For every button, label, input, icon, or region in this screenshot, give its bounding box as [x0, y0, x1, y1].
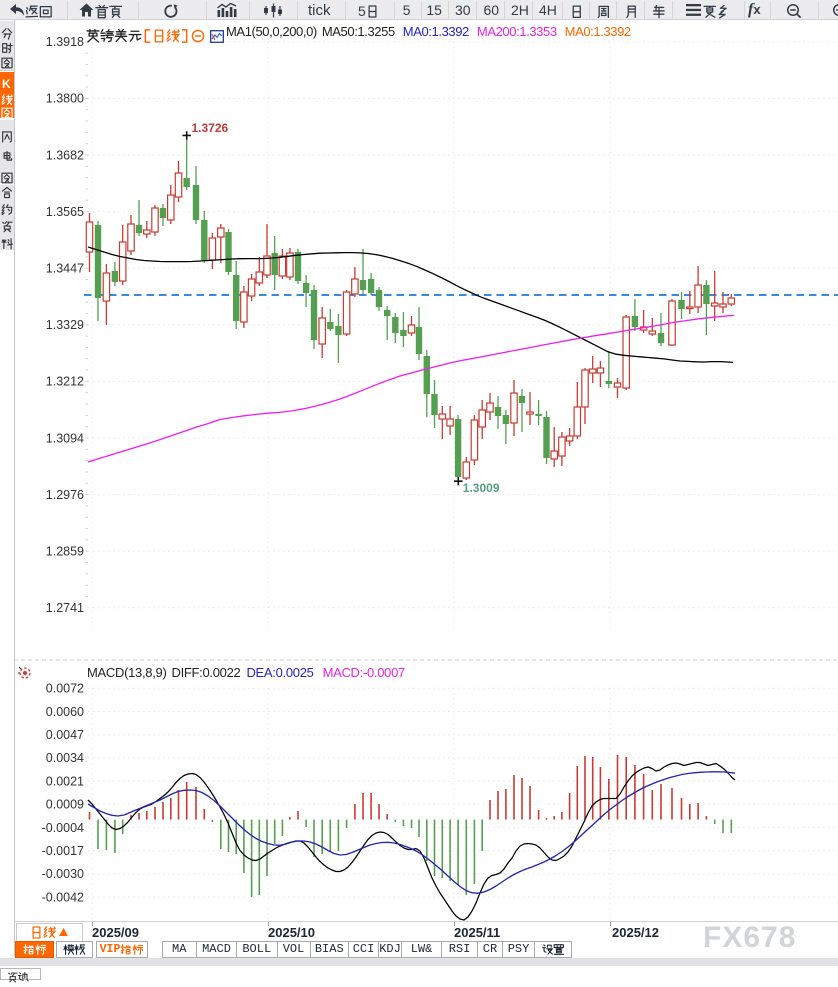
- svg-text:1.2741: 1.2741: [46, 601, 84, 615]
- svg-text:1.3918: 1.3918: [46, 35, 84, 49]
- svg-text:1.3565: 1.3565: [46, 205, 84, 219]
- svg-text:0.0060: 0.0060: [46, 705, 84, 719]
- svg-text:0.0009: 0.0009: [46, 798, 84, 812]
- svg-text:-0.0030: -0.0030: [42, 867, 84, 881]
- svg-text:1.3682: 1.3682: [46, 148, 84, 162]
- svg-text:1.3212: 1.3212: [46, 375, 84, 389]
- svg-text:0.0021: 0.0021: [46, 774, 84, 788]
- svg-text:1.3726: 1.3726: [192, 121, 229, 135]
- svg-text:-0.0042: -0.0042: [42, 890, 84, 904]
- svg-text:-0.0017: -0.0017: [42, 844, 84, 858]
- svg-text:1.2976: 1.2976: [46, 488, 84, 502]
- svg-text:0.0047: 0.0047: [46, 728, 84, 742]
- svg-text:0.0072: 0.0072: [46, 682, 84, 696]
- svg-text:1.2859: 1.2859: [46, 545, 84, 559]
- svg-text:-0.0004: -0.0004: [42, 821, 84, 835]
- svg-text:1.3447: 1.3447: [46, 262, 84, 276]
- svg-text:1.3094: 1.3094: [46, 431, 84, 445]
- svg-text:1.3009: 1.3009: [463, 481, 500, 495]
- svg-text:0.0034: 0.0034: [46, 751, 84, 765]
- svg-text:1.3329: 1.3329: [46, 318, 84, 332]
- svg-text:1.3800: 1.3800: [46, 92, 84, 106]
